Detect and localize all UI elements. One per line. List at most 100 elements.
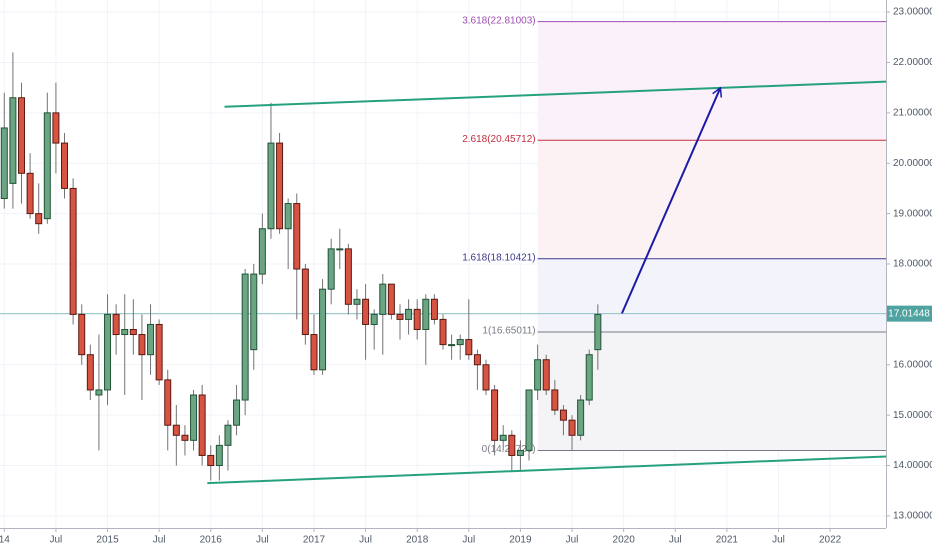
candle-body [207, 454, 215, 467]
x-tick-label: Jul [462, 535, 475, 546]
candle-body [86, 354, 94, 391]
candle-body [516, 449, 524, 456]
candle-body [181, 434, 189, 441]
x-tick-label: Jul [50, 535, 63, 546]
trendline [224, 80, 887, 108]
candle-body [319, 288, 327, 371]
candle-body [155, 323, 163, 381]
candle-body [215, 444, 223, 467]
candle-body [559, 409, 567, 421]
x-tick-label: 2019 [509, 535, 532, 546]
candle-body [430, 298, 438, 320]
candle-body [172, 424, 180, 436]
candle-body [35, 213, 43, 225]
candle-body [267, 142, 275, 230]
candle-body [422, 298, 430, 330]
candle-body [448, 344, 456, 347]
fib-label: 2.618(20.45712) [462, 134, 535, 145]
candle-body [224, 424, 232, 446]
current-price-tag [887, 305, 932, 322]
candle-body [233, 399, 241, 426]
x-tick-label: 2021 [716, 535, 739, 546]
candle-body [551, 389, 559, 411]
x-tick-label: 2016 [200, 535, 223, 546]
candle-body [362, 298, 370, 325]
candle-body [473, 354, 481, 366]
candle-body [164, 379, 172, 426]
x-tick-label: 2017 [303, 535, 326, 546]
candle-body [370, 313, 378, 325]
y-tick-label: 19.00000 [893, 208, 932, 219]
candle-body [18, 97, 26, 174]
candle-body [0, 127, 8, 200]
candle-body [190, 394, 198, 441]
candle-body [258, 228, 266, 275]
x-tick-label: 2018 [406, 535, 429, 546]
candle-body [121, 328, 129, 336]
x-tick-label: Jul [669, 535, 682, 546]
candle-body [112, 313, 120, 336]
y-tick-label: 18.00000 [893, 259, 932, 270]
candle-body [129, 328, 137, 336]
x-tick-label: Jul [153, 535, 166, 546]
candle-body [336, 248, 344, 251]
candle-body [9, 97, 17, 184]
y-tick-label: 21.00000 [893, 107, 932, 118]
candle-body [568, 419, 576, 436]
x-tick-label: Jul [256, 535, 269, 546]
fib-zone [537, 332, 886, 451]
candle-body [301, 268, 309, 336]
candle-body [104, 313, 112, 391]
candle-body [61, 142, 69, 189]
candle-body [439, 318, 447, 346]
candle-body [353, 298, 361, 305]
x-tick-label: Jul [566, 535, 579, 546]
candle-body [95, 389, 103, 396]
candle-body [499, 434, 507, 441]
candle-body [69, 187, 77, 315]
candle-body [52, 112, 60, 144]
candle-body [250, 273, 258, 351]
x-tick-label: 14 [0, 535, 10, 546]
fib-zone [537, 21, 886, 141]
candle-body [78, 313, 86, 356]
candle-body [405, 308, 413, 320]
candle-body [396, 313, 404, 320]
candle-body [198, 394, 206, 456]
candle-body [577, 399, 585, 436]
y-tick-label: 20.00000 [893, 158, 932, 169]
candle-body [310, 334, 318, 371]
candle-body [241, 273, 249, 401]
candle-body [542, 359, 550, 391]
candle-body [525, 389, 533, 451]
trendline [207, 455, 887, 485]
candle-body [284, 203, 292, 230]
arrow [621, 89, 720, 314]
candle-body [585, 354, 593, 401]
x-tick-label: 2015 [96, 535, 119, 546]
x-tick-label: 2022 [819, 535, 842, 546]
current-price-label: 17.01448 [888, 308, 930, 319]
candle-body [482, 364, 490, 391]
candle-body [26, 172, 34, 215]
y-tick-label: 16.00000 [893, 359, 932, 370]
candle-body [43, 112, 51, 220]
x-tick-label: Jul [772, 535, 785, 546]
y-tick-label: 13.00000 [893, 511, 932, 522]
fib-label: 1.618(18.10421) [462, 252, 535, 263]
candle-body [293, 203, 301, 270]
candle-body [594, 313, 602, 351]
x-tick-label: Jul [359, 535, 372, 546]
candle-body [508, 434, 516, 456]
fib-zone [537, 258, 886, 333]
fib-zone [537, 140, 886, 259]
y-tick-label: 14.00000 [893, 460, 932, 471]
candle-body [147, 323, 155, 356]
candle-body [327, 248, 335, 290]
y-tick-label: 15.00000 [893, 410, 932, 421]
candle-body [491, 389, 499, 441]
candle-body [276, 142, 284, 230]
candle-body [387, 283, 395, 315]
y-tick-label: 22.00000 [893, 57, 932, 68]
candle-body [534, 359, 542, 391]
